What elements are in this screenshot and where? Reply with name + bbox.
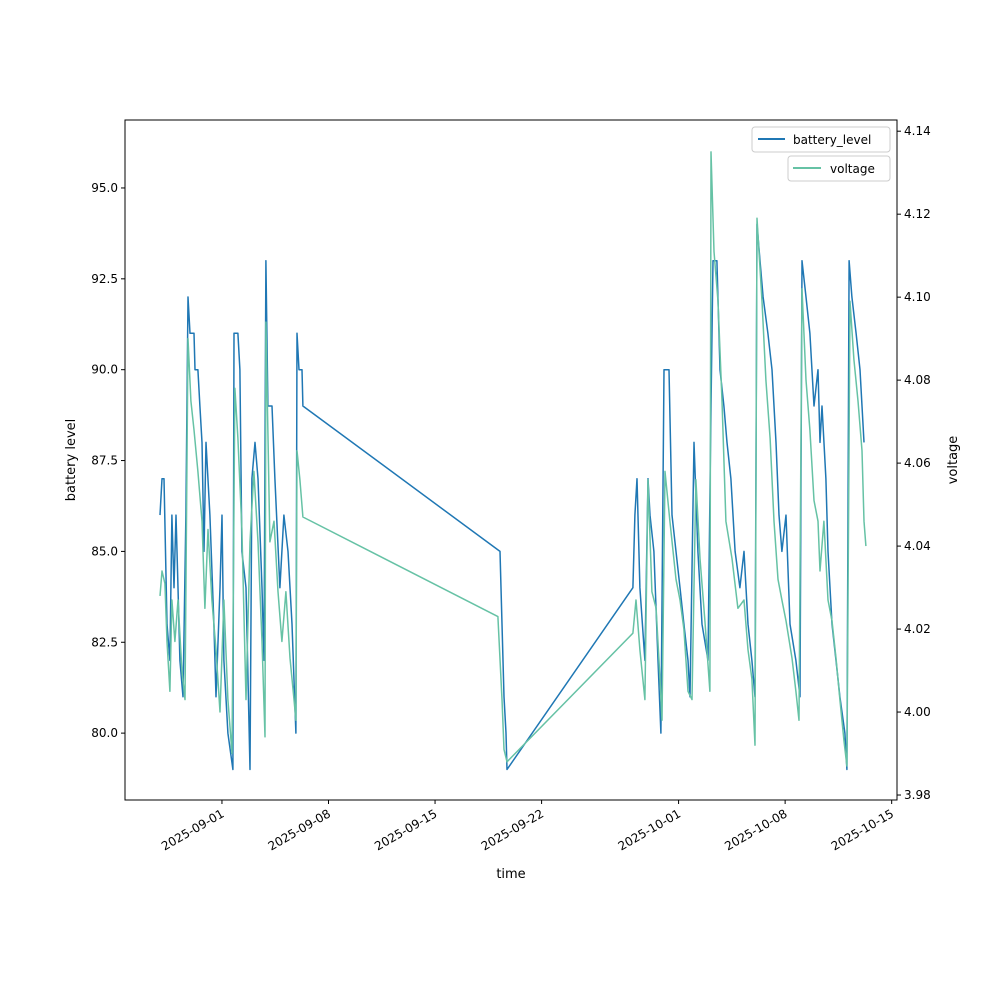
legend-label-battery-level: battery_level: [793, 133, 871, 147]
y-tick-label-right: 4.00: [904, 705, 931, 719]
y-axis-label-right: voltage: [946, 436, 961, 485]
series-layer: [159, 151, 867, 771]
series-line-voltage: [159, 151, 867, 767]
legend-label-voltage: voltage: [830, 162, 875, 176]
y-tick-label-right: 4.08: [904, 373, 931, 387]
legend-battery-level: battery_level: [751, 126, 891, 153]
x-axis-label: time: [496, 867, 525, 882]
y-tick-label-left: 90.0: [91, 363, 118, 377]
y-tick-label-left: 87.5: [91, 454, 118, 468]
y-tick-label-right: 4.06: [904, 456, 931, 470]
y-tick-label-left: 85.0: [91, 544, 118, 558]
y-tick-label-right: 4.02: [904, 622, 931, 636]
y-tick-label-left: 82.5: [91, 635, 118, 649]
y-axis-label-left: battery level: [64, 419, 79, 502]
y-tick-label-right: 4.14: [904, 124, 931, 138]
y-tick-label-right: 3.98: [904, 788, 931, 802]
plot-frame: [124, 119, 898, 801]
y-tick-label-right: 4.10: [904, 290, 931, 304]
y-tick-label-left: 92.5: [91, 272, 118, 286]
y-tick-label-right: 4.04: [904, 539, 931, 553]
legend-voltage: voltage: [787, 155, 891, 182]
y-tick-label-left: 80.0: [91, 726, 118, 740]
y-tick-label-right: 4.12: [904, 207, 931, 221]
y-tick-label-left: 95.0: [91, 181, 118, 195]
